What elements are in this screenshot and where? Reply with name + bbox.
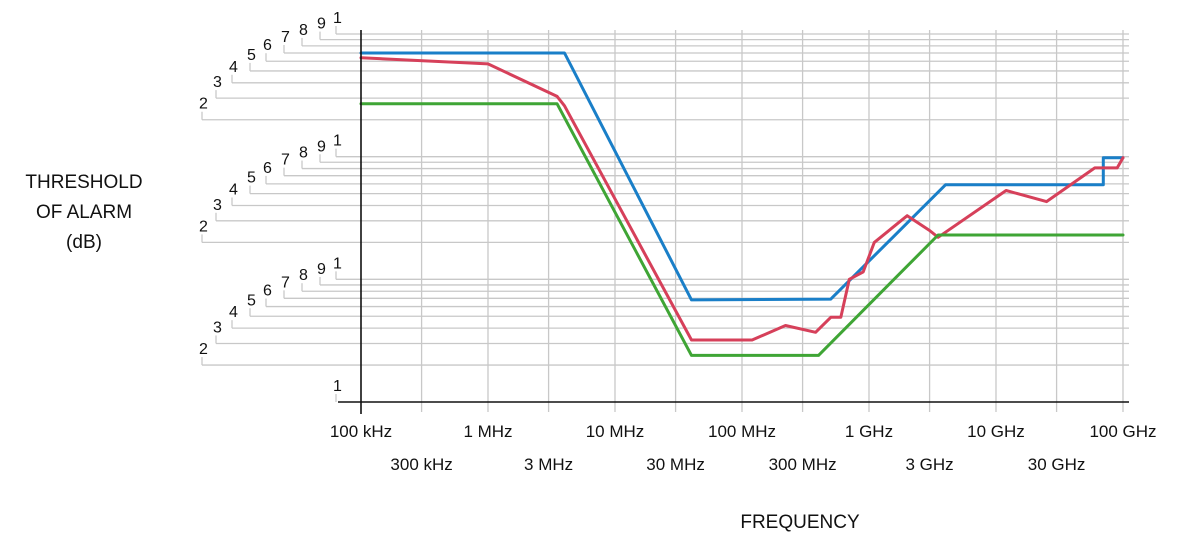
y-tick-label: 9: [317, 16, 326, 33]
y-axis-title: THRESHOLD OF ALARM (dB): [0, 168, 168, 258]
series-line-3: [359, 102, 1125, 357]
y-tick-label: 4: [229, 304, 238, 321]
y-tick-label: 2: [199, 341, 208, 358]
y-tick-label: 6: [263, 283, 272, 300]
grid: [201, 26, 1129, 412]
x-tick-label-minor: 300 kHz: [390, 455, 452, 474]
x-tick-label-major: 10 GHz: [967, 422, 1025, 441]
y-tick-label: 1: [333, 133, 342, 150]
y-tick-label: 2: [199, 96, 208, 113]
y-tick-label: 8: [299, 22, 308, 39]
x-tick-label-major: 1 MHz: [463, 422, 512, 441]
y-tick-label: 3: [213, 197, 222, 214]
x-tick-label-minor: 3 MHz: [524, 455, 573, 474]
x-tick-label-minor: 30 GHz: [1028, 455, 1086, 474]
y-tick-label: 9: [317, 261, 326, 278]
x-tick-label-major: 10 MHz: [586, 422, 645, 441]
y-tick-label: 4: [229, 59, 238, 76]
y-tick-label: 7: [281, 152, 290, 169]
y-tick-label: 4: [229, 181, 238, 198]
axes: [338, 30, 1129, 414]
x-tick-label-major: 100 GHz: [1089, 422, 1156, 441]
x-tick-label-major: 1 GHz: [845, 422, 893, 441]
y-axis-title-line-2: OF ALARM: [35, 202, 133, 223]
series-line-1: [359, 51, 1125, 302]
y-tick-label: 3: [213, 74, 222, 91]
y-tick-label: 6: [263, 37, 272, 54]
y-tick-label: 8: [299, 267, 308, 284]
series-line-2: [359, 56, 1125, 342]
x-tick-label-minor: 300 MHz: [769, 455, 837, 474]
x-tick-label-minor: 3 GHz: [906, 455, 954, 474]
y-tick-label: 9: [317, 138, 326, 155]
y-tick-label: 7: [281, 29, 290, 46]
y-tick-label: 1: [333, 255, 342, 272]
y-tick-label: 5: [247, 170, 256, 187]
x-tick-labels: 100 kHz 1 MHz 10 MHz 100 MHz 1 GHz 10 GHz 100 …: [330, 422, 1157, 474]
y-tick-label: 8: [299, 145, 308, 162]
x-tick-label-major: 100 MHz: [708, 422, 776, 441]
y-axis-title-line-3: (dB): [66, 232, 102, 253]
y-axis-title-line-1: THRESHOLD: [25, 172, 143, 193]
y-tick-label: 5: [247, 292, 256, 309]
y-tick-label: 5: [247, 47, 256, 64]
series-lines: [359, 51, 1125, 357]
x-axis-title: FREQUENCY: [740, 512, 860, 533]
x-tick-label-minor: 30 MHz: [646, 455, 705, 474]
x-tick-label-major: 100 kHz: [330, 422, 392, 441]
y-tick-label: 2: [199, 218, 208, 235]
y-tick-label: 1: [333, 10, 342, 27]
y-tick-label: 6: [263, 160, 272, 177]
y-tick-label: 1: [333, 378, 342, 395]
y-tick-label: 7: [281, 274, 290, 291]
y-tick-label: 3: [213, 319, 222, 336]
